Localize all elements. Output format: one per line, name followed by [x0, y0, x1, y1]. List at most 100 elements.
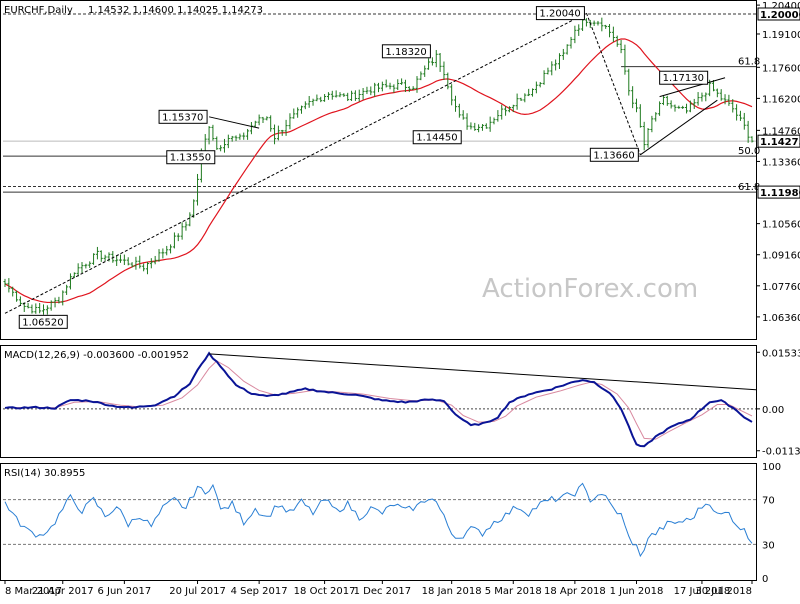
candle	[61, 290, 65, 306]
price-box-text: 1.20000	[760, 10, 800, 21]
candle	[246, 128, 250, 140]
candle	[496, 110, 500, 122]
candle	[661, 95, 665, 106]
price-annotation-box	[381, 44, 431, 59]
price-annotation: 1.20040	[535, 6, 585, 21]
price-annotation: 1.15370	[158, 109, 208, 124]
candle	[11, 286, 15, 297]
price-annotation: 1.18320	[381, 44, 431, 59]
candle	[361, 87, 365, 100]
trendline-wedge-lower	[640, 99, 718, 156]
candle	[261, 116, 265, 124]
candle	[515, 93, 519, 110]
candle	[469, 122, 473, 130]
candle	[296, 107, 300, 118]
candle	[319, 96, 323, 103]
candle	[715, 88, 719, 98]
candle	[130, 262, 134, 268]
candle	[423, 65, 427, 77]
candle	[438, 52, 442, 72]
price-annotation: 1.14450	[412, 130, 462, 145]
candle	[149, 258, 153, 269]
candle	[38, 302, 42, 314]
candle	[211, 124, 215, 141]
candle	[323, 94, 327, 102]
price-annotation-text: 1.20040	[539, 9, 580, 20]
price-annotation-box	[412, 130, 462, 145]
x-axis-label: 21 Apr 2017	[32, 586, 94, 597]
ohlc-header: 1.14532 1.14600 1.14025 1.14273	[88, 5, 263, 16]
candle	[554, 59, 558, 71]
macd-trendline	[209, 353, 757, 391]
candle	[365, 86, 369, 95]
candle	[3, 278, 7, 287]
x-axis-label: 5 Mar 2018	[485, 586, 542, 597]
candle	[350, 90, 354, 101]
price-axis-label: 1.09160	[762, 251, 800, 262]
candle	[346, 92, 350, 102]
candle	[18, 296, 22, 306]
candle	[307, 95, 311, 108]
candle	[477, 124, 481, 133]
candle	[546, 67, 550, 75]
candle	[373, 82, 377, 97]
candle	[627, 68, 631, 96]
candle	[446, 72, 450, 90]
candle	[461, 110, 465, 120]
candle	[161, 248, 165, 259]
price-annotation: 1.13550	[166, 150, 216, 165]
candle	[735, 104, 739, 121]
candle	[196, 173, 200, 206]
candle	[400, 78, 404, 85]
price-box-frame	[757, 7, 800, 21]
price-reference-lines: 61.8 50.0 61.8	[3, 13, 760, 193]
candle	[642, 121, 646, 151]
candle	[419, 71, 423, 81]
candle	[457, 103, 461, 118]
candle	[592, 20, 596, 26]
candle	[315, 94, 319, 102]
candle	[511, 104, 515, 113]
candle	[550, 61, 554, 76]
candle	[450, 84, 454, 106]
candle	[484, 123, 488, 129]
candle	[504, 106, 508, 116]
candle	[727, 94, 731, 106]
x-axis-label: 1 Jun 2018	[610, 586, 664, 597]
candle	[103, 254, 107, 261]
candle	[207, 126, 211, 145]
candle	[388, 82, 392, 90]
price-annotation-text: 1.15370	[162, 112, 203, 123]
trendline-wedge-upper-top	[208, 116, 260, 129]
candle	[338, 92, 342, 98]
candle	[292, 108, 296, 119]
candle	[226, 134, 230, 149]
candle	[326, 92, 330, 100]
candle	[65, 284, 69, 295]
candle	[392, 84, 396, 93]
candle	[145, 261, 149, 275]
candle	[299, 105, 303, 114]
candle	[573, 25, 577, 44]
candle	[253, 120, 257, 128]
candle	[180, 222, 184, 240]
candle	[692, 98, 696, 109]
candle	[53, 297, 57, 308]
candle	[95, 246, 99, 260]
candle	[330, 90, 334, 100]
candle	[650, 115, 654, 133]
candle	[711, 80, 715, 92]
candle	[380, 81, 384, 92]
candle	[219, 145, 223, 152]
price-annotation-box	[589, 147, 639, 162]
candle	[611, 26, 615, 43]
candle	[342, 93, 346, 97]
macd-axis-label: 0.015338	[762, 348, 800, 359]
candle	[411, 86, 415, 91]
candle	[222, 138, 226, 153]
candle	[57, 296, 61, 304]
candle	[638, 104, 642, 128]
candle	[276, 125, 280, 141]
candle	[750, 136, 754, 143]
